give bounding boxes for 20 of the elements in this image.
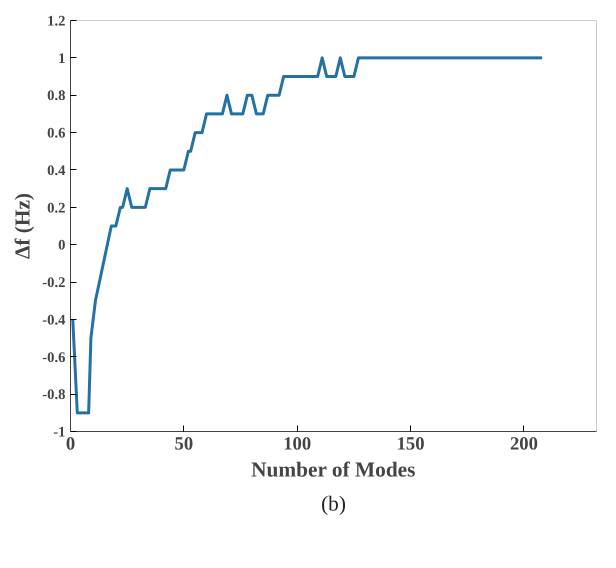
y-tick-label: 0.6 [47, 126, 66, 142]
y-tick-label: -1 [53, 424, 66, 440]
x-tick-label: 150 [396, 434, 425, 454]
x-axis-title: Number of Modes [251, 458, 416, 482]
y-tick-label: -0.4 [42, 312, 66, 328]
y-tick-label: -0.2 [42, 275, 66, 292]
y-tick-label: 1 [58, 50, 66, 67]
y-axis-title: Δf (Hz) [10, 192, 34, 260]
y-tick-label: 0 [58, 238, 66, 254]
y-tick-label: 0.2 [47, 200, 66, 216]
text: (b) [321, 492, 346, 516]
y-tick-label: -0.6 [42, 350, 66, 366]
y-tick-label: 0.4 [47, 162, 66, 179]
y-tick-label: 1.2 [47, 14, 66, 30]
line-series [71, 56, 544, 414]
y-tick-label: 0.8 [47, 88, 66, 104]
x-tick-label: 100 [283, 434, 312, 454]
x-tick-label: 200 [510, 434, 538, 454]
x-tick-label: 50 [174, 434, 194, 454]
y-tick-label: -0.8 [42, 387, 66, 404]
